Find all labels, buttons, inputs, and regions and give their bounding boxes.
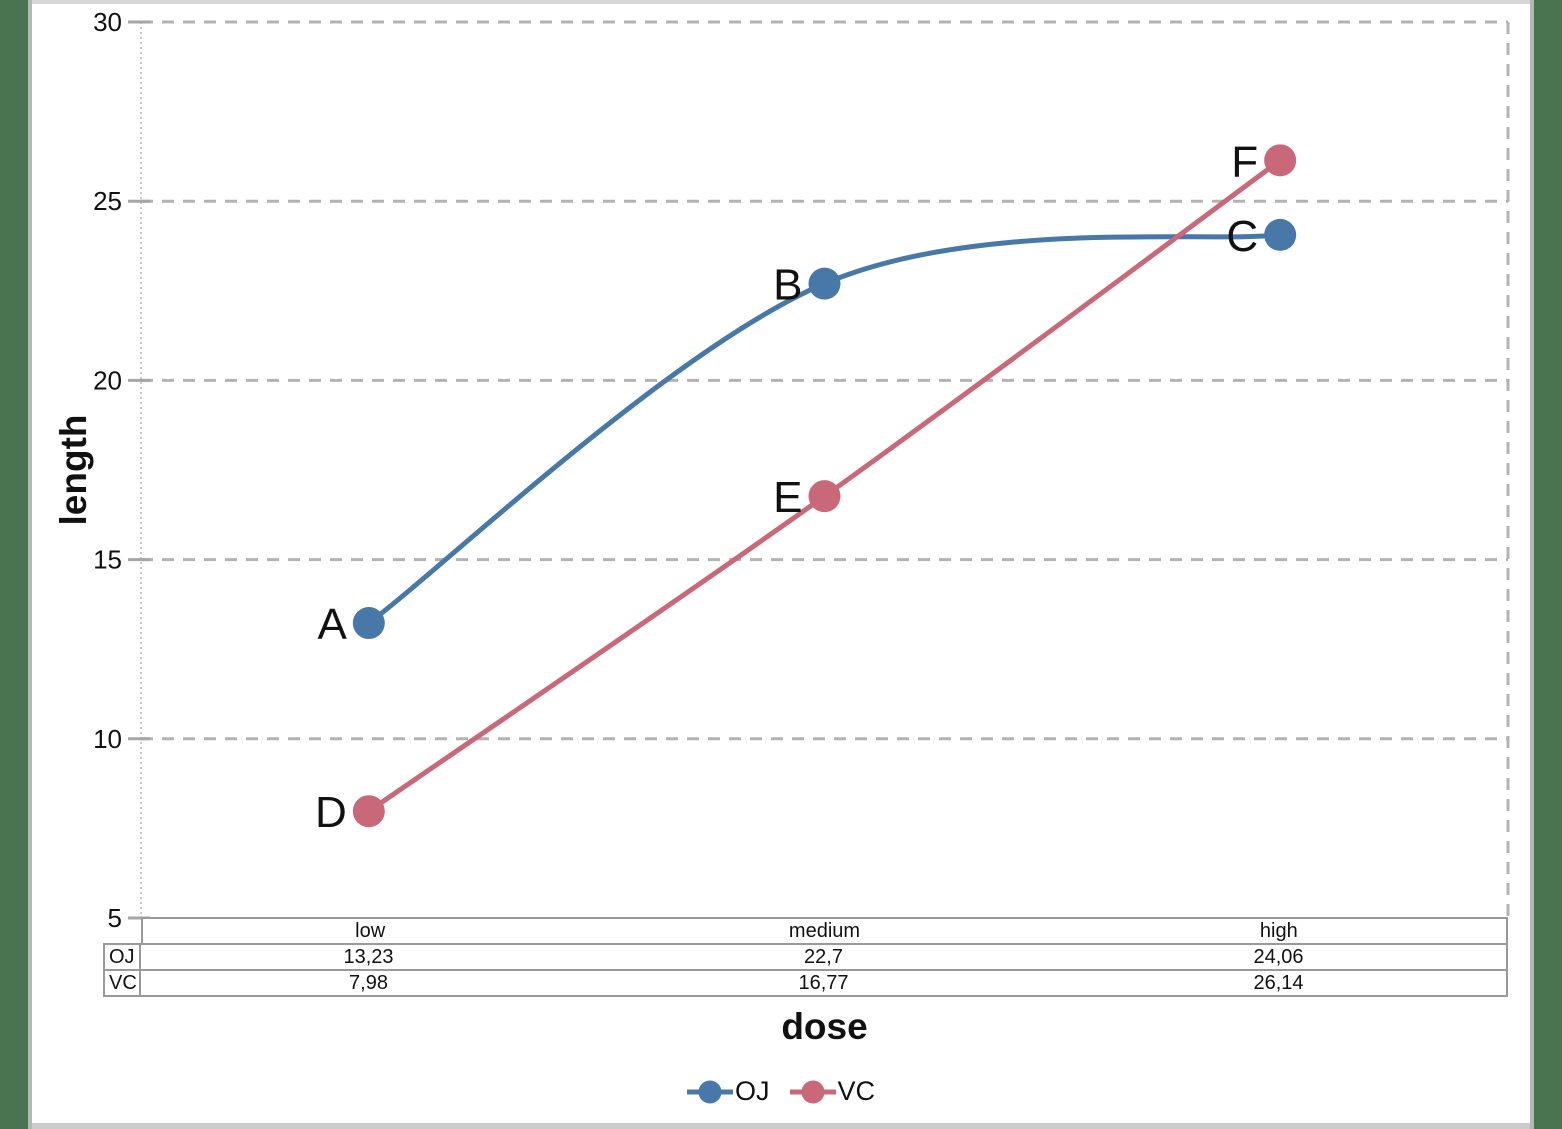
table-row-vc: VC 7,98 16,77 26,14: [103, 969, 1508, 997]
table-row-label-oj: OJ: [103, 943, 141, 971]
desktop-background-right: [1534, 0, 1562, 1129]
window-border-bottom: [32, 1123, 1530, 1129]
window-border-top: [32, 0, 1530, 4]
table-cell-oj-high: 24,06: [1253, 945, 1304, 968]
point-label-A: A: [317, 600, 347, 649]
table-header-row: low medium high: [103, 917, 1508, 945]
point-label-E: E: [773, 473, 802, 522]
y-tick-label-30: 30: [93, 7, 122, 37]
legend-item-vc[interactable]: VC: [789, 1076, 876, 1107]
y-tick-label-20: 20: [93, 365, 122, 395]
data-point-oj-low[interactable]: [352, 607, 385, 640]
table-cell-vc-high: 26,14: [1253, 971, 1304, 994]
point-label-C: C: [1226, 212, 1258, 261]
y-tick-label-5: 5: [108, 903, 122, 933]
table-cell-oj-low: 13,23: [343, 945, 394, 968]
data-point-vc-low[interactable]: [352, 795, 385, 828]
data-point-vc-medium[interactable]: [808, 480, 841, 513]
table-header-low: low: [355, 919, 386, 942]
table-cell-vc-low: 7,98: [349, 971, 388, 994]
point-label-D: D: [315, 788, 347, 837]
y-tick-label-10: 10: [93, 724, 122, 754]
legend-marker-oj-icon: [686, 1080, 733, 1103]
legend-label-vc: VC: [837, 1076, 876, 1106]
window-border-right: [1530, 0, 1534, 1129]
legend-label-oj: OJ: [734, 1076, 770, 1106]
table-cell-vc-medium: 16,77: [798, 971, 849, 994]
x-axis-title: dose: [781, 1006, 868, 1047]
point-label-B: B: [773, 261, 802, 310]
data-point-oj-medium[interactable]: [808, 267, 841, 300]
chart-legend: OJ VC: [686, 1076, 876, 1107]
legend-marker-vc-icon: [789, 1080, 836, 1103]
table-row-oj: OJ 13,23 22,7 24,06: [103, 943, 1508, 971]
table-header-high: high: [1259, 919, 1298, 942]
y-tick-label-25: 25: [93, 186, 122, 216]
y-axis-title: length: [53, 414, 94, 526]
point-label-F: F: [1231, 137, 1258, 186]
window-border-left: [28, 0, 32, 1129]
y-tick-label-15: 15: [93, 545, 122, 575]
table-cell-oj-medium: 22,7: [804, 945, 843, 968]
desktop-background-left: [0, 0, 28, 1129]
table-row-label-vc: VC: [103, 969, 141, 997]
table-header-spacer: [103, 917, 141, 945]
table-header-medium: medium: [788, 919, 861, 942]
data-point-vc-high[interactable]: [1264, 144, 1297, 177]
data-point-oj-high[interactable]: [1264, 218, 1297, 251]
legend-item-oj[interactable]: OJ: [686, 1076, 770, 1107]
data-table: low medium high OJ 13,23 22,7 24,06 VC 7…: [103, 917, 1508, 997]
